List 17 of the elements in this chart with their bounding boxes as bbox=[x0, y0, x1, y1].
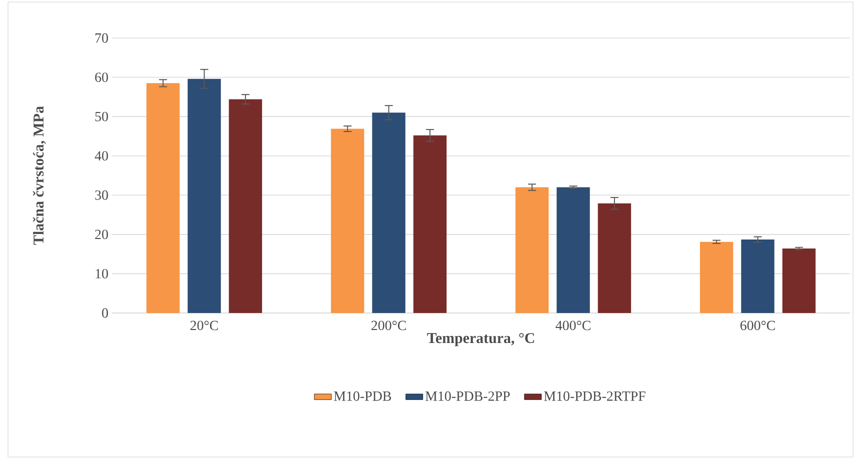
y-tick-label: 0 bbox=[102, 308, 108, 318]
x-tick-label: 400°C bbox=[556, 320, 590, 330]
legend-label: M10-PDB bbox=[334, 391, 391, 401]
x-tick-label: 200°C bbox=[371, 320, 406, 330]
y-tick-label: 20 bbox=[95, 230, 108, 240]
x-tick-label: 600°C bbox=[740, 320, 775, 330]
y-tick-label: 50 bbox=[95, 112, 108, 122]
x-axis-title: Temperatura, °C bbox=[427, 333, 534, 346]
y-tick-label: 10 bbox=[96, 268, 108, 278]
y-tick-label: 60 bbox=[95, 72, 108, 82]
legend-label: M10-PDB-2PP bbox=[425, 391, 510, 401]
y-tick-label: 30 bbox=[95, 190, 108, 200]
legend-label: M10-PDB-2RTPF bbox=[544, 391, 646, 401]
y-tick-label: 40 bbox=[94, 151, 108, 161]
y-tick-label: 70 bbox=[95, 33, 108, 43]
x-tick-label: 20°C bbox=[190, 320, 218, 330]
y-axis-title: Tlačna čvrstoća, MPa bbox=[32, 106, 46, 245]
